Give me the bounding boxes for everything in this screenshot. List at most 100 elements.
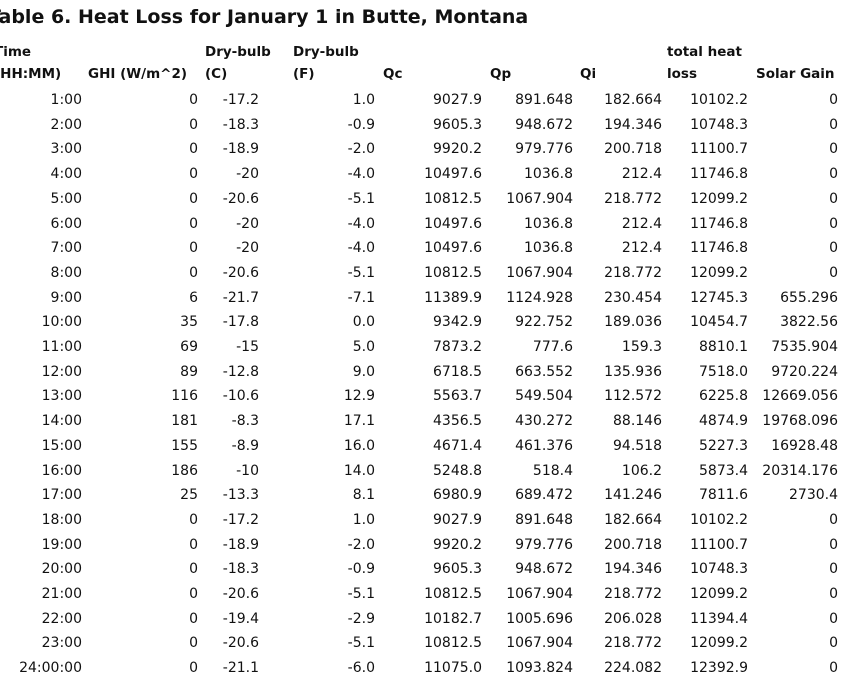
table-cell: 200.718 <box>604 536 662 553</box>
table-cell: -0.9 <box>347 116 375 133</box>
table-cell: 7811.6 <box>699 487 748 504</box>
table-cell: 0 <box>189 511 198 528</box>
table-cell: 3:00 <box>50 141 82 158</box>
table-cell: -21.1 <box>222 660 259 677</box>
table-cell: 6718.5 <box>433 363 482 380</box>
table-cell: 10:00 <box>41 314 82 331</box>
column-header: Qc <box>383 66 403 82</box>
table-cell: 922.752 <box>515 314 573 331</box>
table-cell: 0 <box>189 190 198 207</box>
table-cell: 88.146 <box>613 413 662 430</box>
table-cell: -10 <box>236 462 259 479</box>
table-cell: 9342.9 <box>433 314 482 331</box>
table-cell: 10497.6 <box>424 166 482 183</box>
table-cell: 10748.3 <box>690 561 748 578</box>
table-cell: 1067.904 <box>506 190 573 207</box>
table-cell: 0 <box>189 215 198 232</box>
table-cell: 224.082 <box>604 660 662 677</box>
table-cell: 891.648 <box>515 511 573 528</box>
table-cell: 89 <box>180 363 198 380</box>
column-header: Solar Gain <box>756 66 835 82</box>
table-cell: 549.504 <box>515 388 573 405</box>
table-cell: 35 <box>180 314 198 331</box>
column-header: (HH:MM) <box>0 66 62 82</box>
table-cell: 777.6 <box>532 339 573 355</box>
table-cell: -20.6 <box>222 190 259 207</box>
table-cell: 21:00 <box>41 586 82 602</box>
table-cell: 9027.9 <box>433 92 482 108</box>
table-cell: 0 <box>829 586 838 602</box>
table-cell: 14.0 <box>343 462 375 479</box>
table-cell: 4671.4 <box>433 437 482 454</box>
table-cell: 10812.5 <box>424 635 482 652</box>
table-cell: -10.6 <box>222 388 259 405</box>
table-cell: 7873.2 <box>433 339 482 355</box>
table-cell: -13.3 <box>222 487 259 504</box>
table-cell: -20 <box>236 240 259 257</box>
table-cell: 0.0 <box>352 314 375 331</box>
table-cell: 4874.9 <box>699 413 748 430</box>
table-cell: -5.1 <box>347 635 375 652</box>
table-cell: 12099.2 <box>690 586 748 602</box>
table-cell: 689.472 <box>515 487 573 504</box>
table-cell: 0 <box>189 166 198 183</box>
column-header: Dry-bulb <box>293 44 359 60</box>
table-cell: -5.1 <box>347 264 375 281</box>
table-cell: 0 <box>829 264 838 281</box>
table-cell: 9.0 <box>352 363 375 380</box>
table-cell: 194.346 <box>604 116 662 133</box>
table-cell: 10812.5 <box>424 190 482 207</box>
table-cell: 0 <box>829 240 838 257</box>
table-cell: 1:00 <box>50 92 82 108</box>
table-cell: 1036.8 <box>524 166 573 183</box>
table-cell: 0 <box>829 215 838 232</box>
table-cell: 10182.7 <box>424 610 482 627</box>
table-cell: -20 <box>236 215 259 232</box>
table-cell: -2.0 <box>347 536 375 553</box>
table-cell: 0 <box>189 116 198 133</box>
table-cell: 11:00 <box>41 339 82 355</box>
column-header: Qp <box>490 66 512 82</box>
table-cell: 7:00 <box>50 240 82 257</box>
table-cell: 212.4 <box>621 166 662 183</box>
table-cell: -5.1 <box>347 586 375 602</box>
table-cell: 979.776 <box>515 536 573 553</box>
table-cell: 0 <box>829 141 838 158</box>
table-cell: -4.0 <box>347 166 375 183</box>
table-cell: 17.1 <box>343 413 375 430</box>
table-cell: 9:00 <box>50 289 82 306</box>
table-cell: 9605.3 <box>433 116 482 133</box>
table-cell: 12669.056 <box>762 388 838 405</box>
table-cell: 23:00 <box>41 635 82 652</box>
table-cell: 69 <box>180 339 198 355</box>
table-cell: 8.1 <box>352 487 375 504</box>
table-cell: 11746.8 <box>690 240 748 257</box>
table-cell: 11394.4 <box>690 610 748 627</box>
table-cell: 182.664 <box>604 511 662 528</box>
table-cell: 10497.6 <box>424 240 482 257</box>
table-cell: 1093.824 <box>506 660 573 677</box>
table-cell: 194.346 <box>604 561 662 578</box>
table-cell: -4.0 <box>347 240 375 257</box>
table-cell: 11100.7 <box>690 536 748 553</box>
table-cell: 5.0 <box>352 339 375 355</box>
table-cell: 16:00 <box>41 462 82 479</box>
table-cell: 1067.904 <box>506 635 573 652</box>
table-cell: -2.0 <box>347 141 375 158</box>
table-cell: 891.648 <box>515 92 573 108</box>
table-cell: 948.672 <box>515 116 573 133</box>
table-cell: -6.0 <box>347 660 375 677</box>
table-cell: 182.664 <box>604 92 662 108</box>
table-cell: 6 <box>189 289 198 306</box>
table-cell: 13:00 <box>41 388 82 405</box>
column-header: (F) <box>293 66 315 82</box>
table-cell: 218.772 <box>604 190 662 207</box>
table-cell: 106.2 <box>621 462 662 479</box>
table-cell: 19768.096 <box>762 413 838 430</box>
table-cell: 7535.904 <box>771 339 838 355</box>
table-cell: 6980.9 <box>433 487 482 504</box>
table-cell: 16928.48 <box>771 437 838 454</box>
column-header: total heat <box>667 44 742 60</box>
table-cell: 212.4 <box>621 240 662 257</box>
